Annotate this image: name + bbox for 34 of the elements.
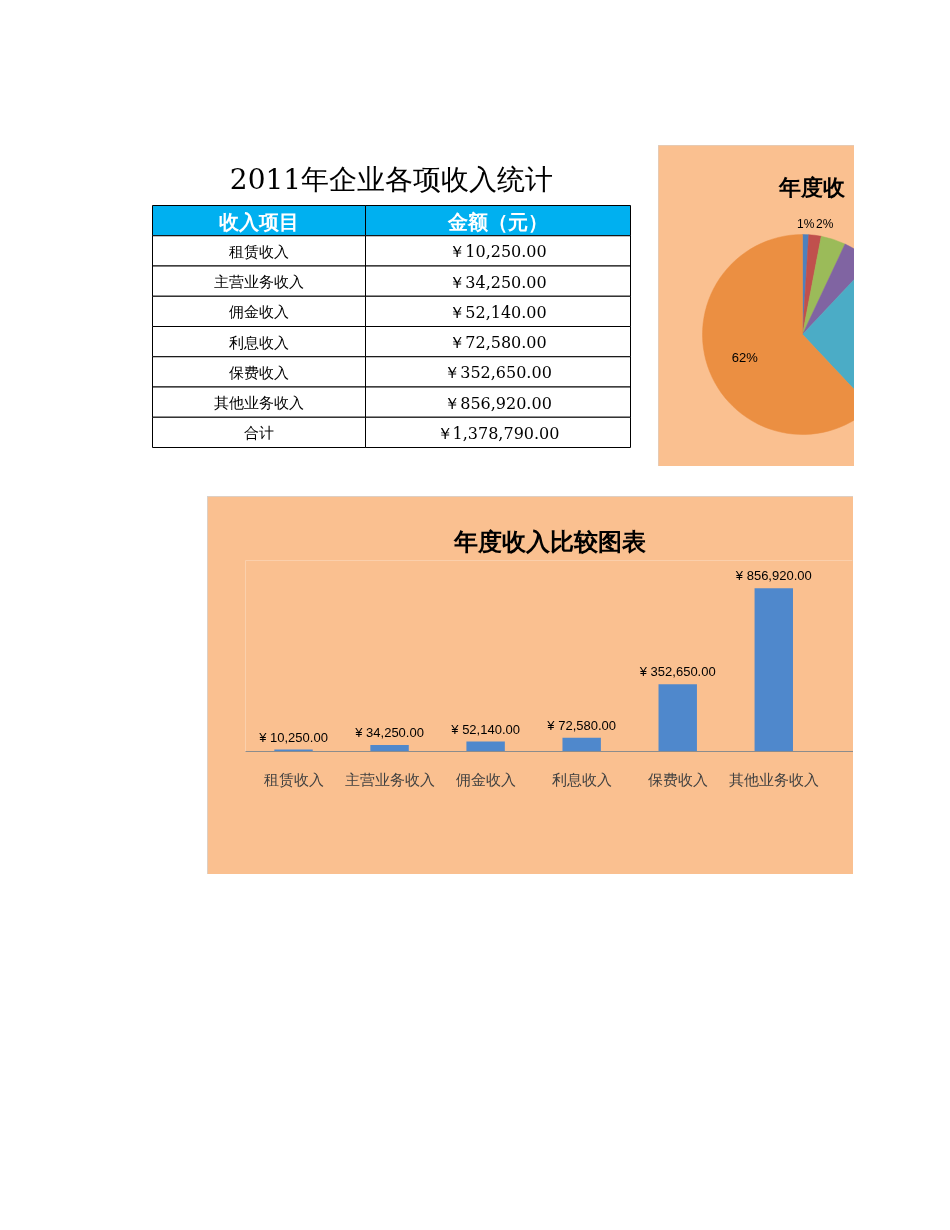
category-label: 合计 <box>244 424 274 443</box>
text: ￥856,920.00 <box>444 393 552 413</box>
x-tick-label: 利息收入 <box>551 770 612 789</box>
text: 收入项目 <box>219 209 299 234</box>
chart-title: 年度收入比较图表 <box>452 527 646 556</box>
x-tick-label: 租赁收入 <box>263 770 324 789</box>
data-label: ¥ 52,140.00 <box>450 721 520 737</box>
text: 金额（元） <box>447 209 548 234</box>
text: ￥34,250.00 <box>449 272 547 292</box>
x-tick-label: 保费收入 <box>647 770 708 789</box>
x-tick-label: 主营业务收入 <box>344 770 435 789</box>
data-label: ¥ 856,920.00 <box>734 568 812 584</box>
category-label: 租赁收入 <box>229 242 289 261</box>
text: ￥10,250.00 <box>449 242 547 262</box>
data-label: ¥ 72,580.00 <box>546 717 617 733</box>
data-label: ¥ 352,650.00 <box>638 664 716 680</box>
data-label: ¥ 34,250.00 <box>354 724 424 740</box>
x-tick-label: 佣金收入 <box>455 770 516 789</box>
text: ￥1,378,790.00 <box>436 423 560 443</box>
category-label: 主营业务收入 <box>214 273 304 292</box>
text: ￥352,650.00 <box>444 363 552 383</box>
category-label: 利息收入 <box>229 333 289 352</box>
data-label: 2% <box>815 217 834 232</box>
category-label: 佣金收入 <box>229 303 289 322</box>
text: ￥72,580.00 <box>449 333 547 353</box>
text: ￥52,140.00 <box>449 302 547 322</box>
data-label: ¥ 10,250.00 <box>258 729 328 745</box>
category-label: 其他业务收入 <box>214 394 304 413</box>
category-label: 保费收入 <box>229 363 289 382</box>
text: 2011年企业各项收入统计 <box>229 163 554 196</box>
data-label: 1% <box>796 216 815 231</box>
chart-title: 年度收 <box>777 175 846 200</box>
x-tick-label: 其他业务收入 <box>728 770 819 789</box>
data-label: 62% <box>731 349 759 365</box>
